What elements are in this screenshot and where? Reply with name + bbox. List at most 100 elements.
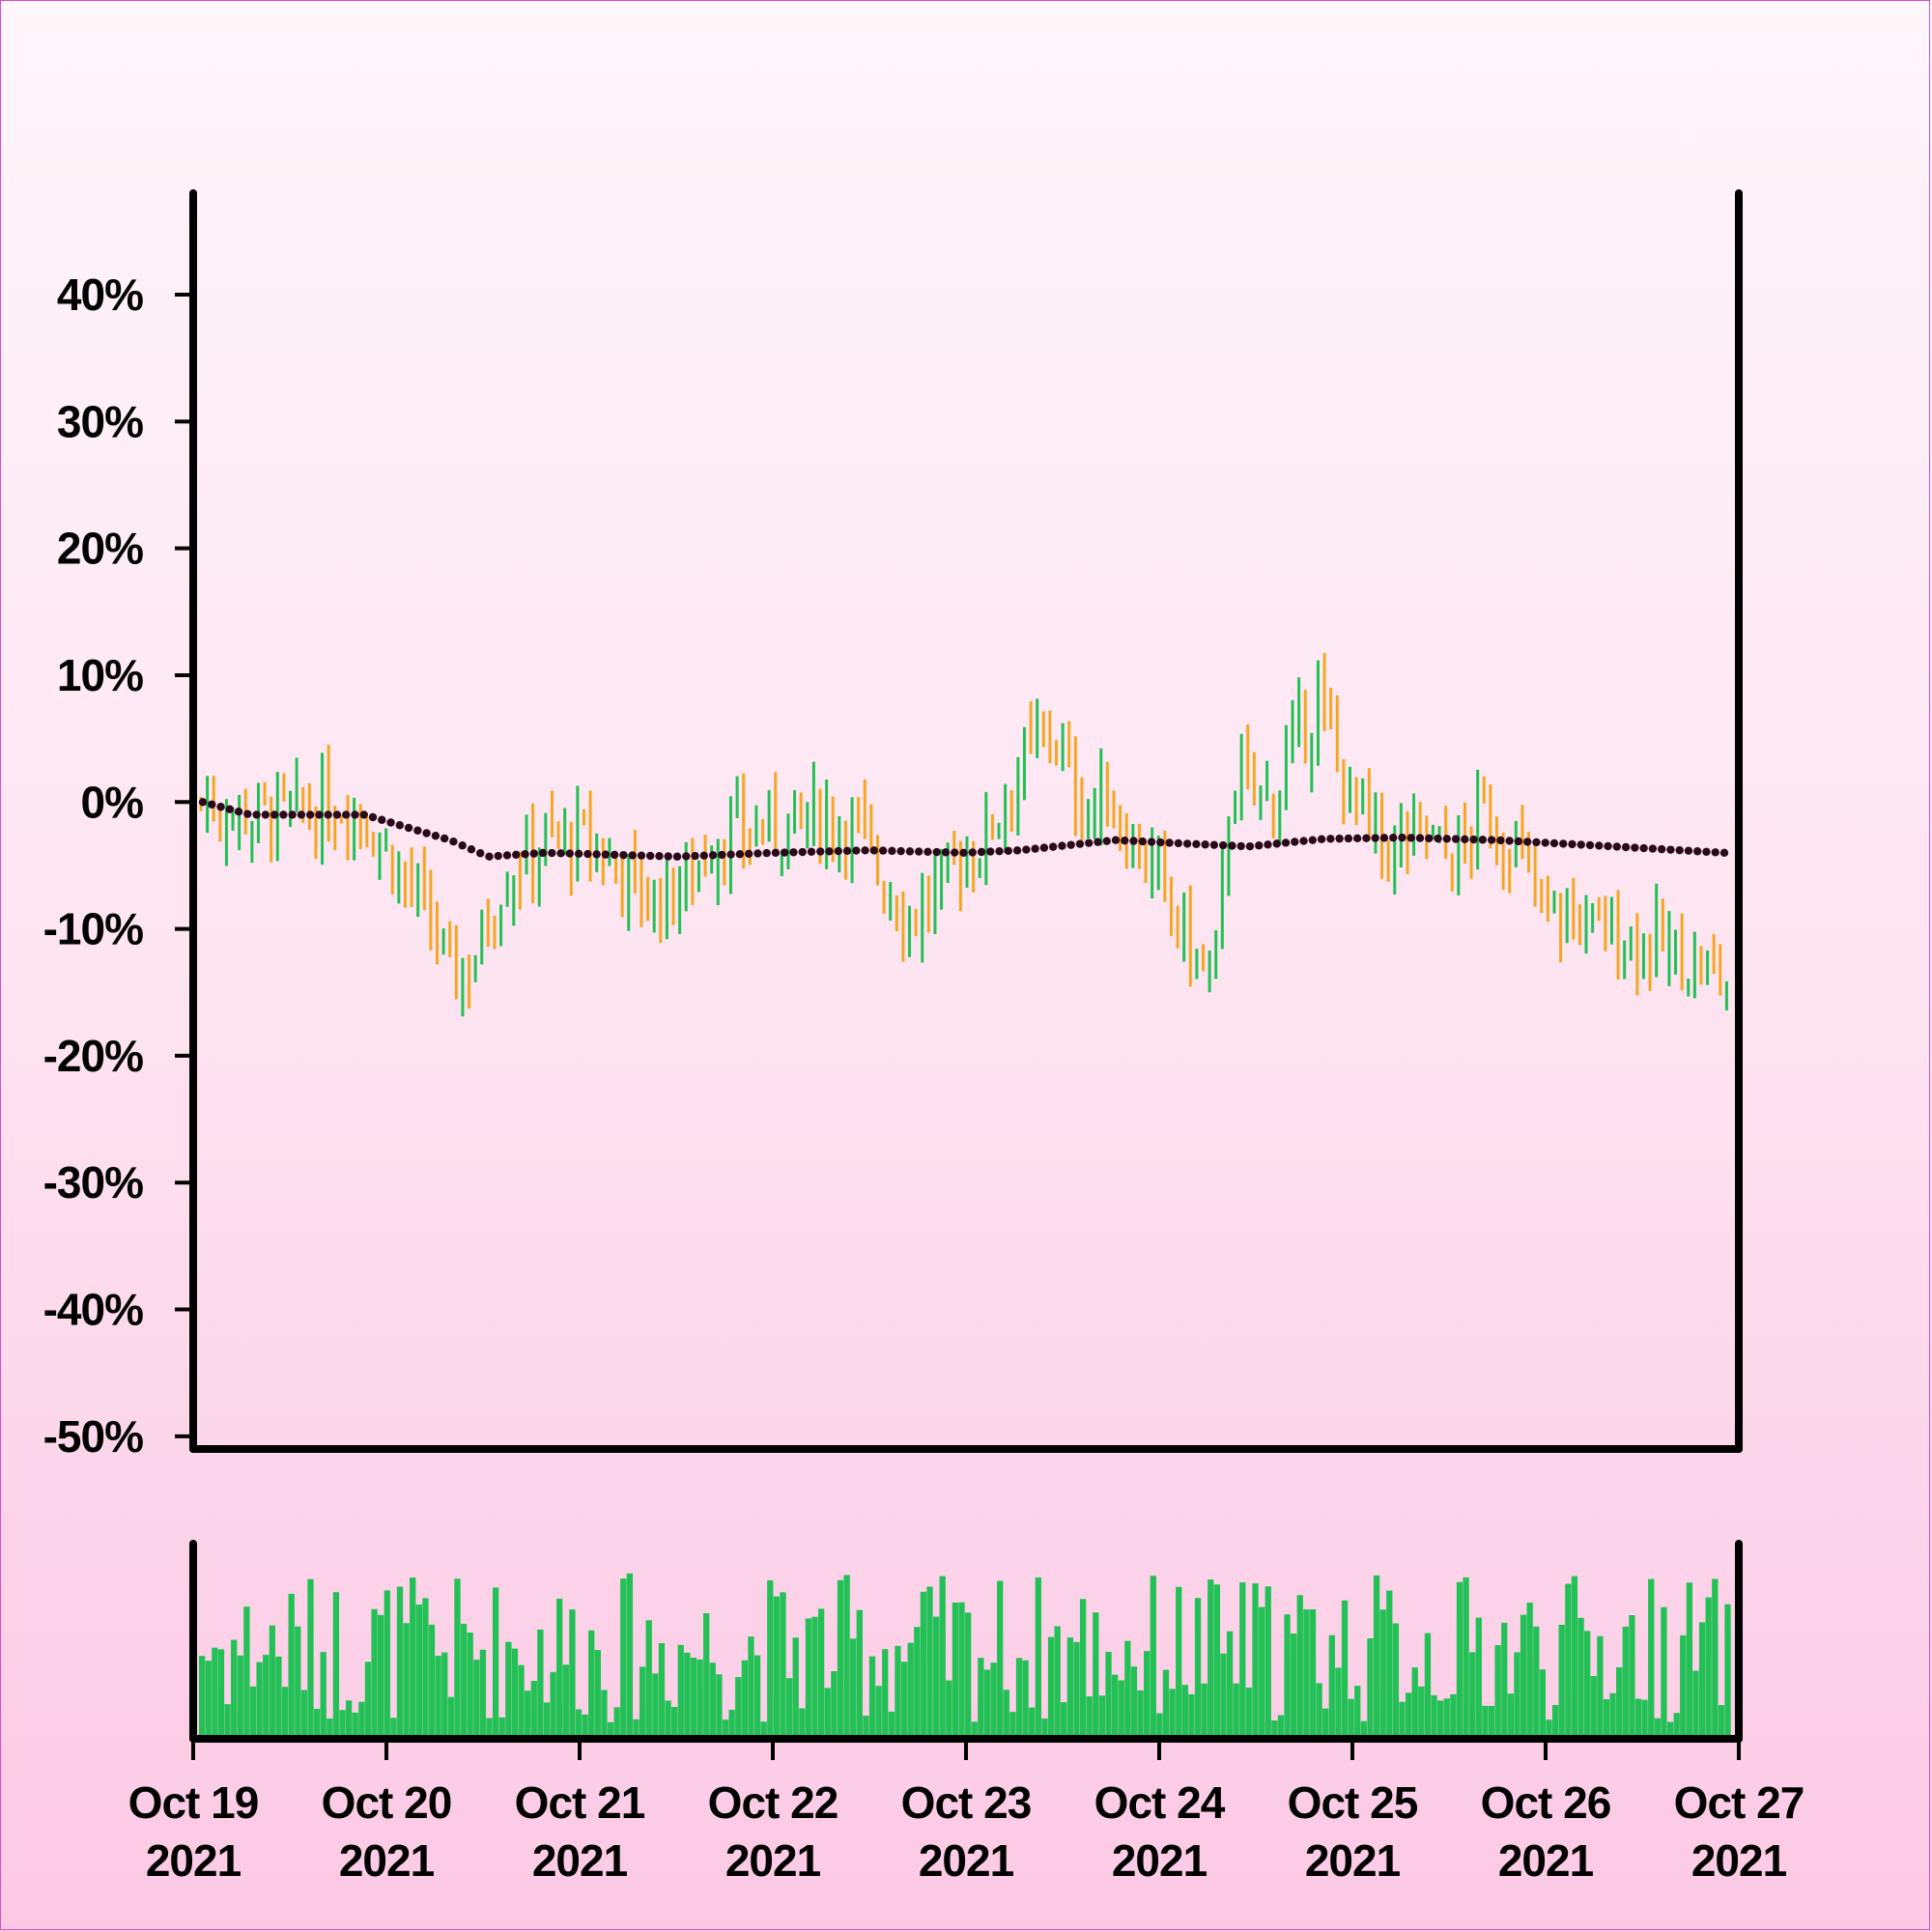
ma-point bbox=[583, 849, 592, 859]
ma-point bbox=[664, 852, 672, 861]
volume-bar bbox=[1003, 1690, 1009, 1739]
volume-bar bbox=[562, 1664, 569, 1739]
ma-point bbox=[1684, 846, 1693, 855]
volume-bar bbox=[1551, 1705, 1559, 1739]
ma-point bbox=[951, 848, 959, 857]
volume-bar bbox=[1475, 1617, 1482, 1739]
x-tick-label-date: Oct 22 bbox=[708, 1777, 838, 1828]
ma-point bbox=[735, 850, 745, 859]
volume-bar bbox=[231, 1639, 238, 1739]
ma-point bbox=[324, 810, 332, 819]
ma-point bbox=[1604, 841, 1612, 851]
volume-bar bbox=[441, 1652, 448, 1739]
ma-point bbox=[762, 848, 771, 858]
volume-bar bbox=[1035, 1577, 1041, 1739]
volume-bar bbox=[1144, 1651, 1151, 1739]
ma-point bbox=[1577, 840, 1585, 849]
y-tick-label: 40% bbox=[57, 270, 143, 320]
volume-bar bbox=[709, 1662, 716, 1739]
x-axis: Oct 19 2021 Oct 20 2021 Oct 21 2021 Oct 22 2021… bbox=[128, 1739, 1804, 1886]
volume-bar bbox=[1079, 1599, 1087, 1739]
ma-point bbox=[1012, 846, 1022, 855]
volume-bar bbox=[556, 1598, 563, 1739]
volume-bar bbox=[799, 1708, 806, 1739]
volume-bar bbox=[1061, 1702, 1067, 1739]
ma-point bbox=[619, 850, 628, 860]
volume-bar bbox=[358, 1701, 365, 1739]
volume-bar bbox=[1009, 1712, 1016, 1739]
volume-bar bbox=[1213, 1584, 1221, 1739]
y-tick-label: 30% bbox=[57, 396, 143, 446]
ma-point bbox=[995, 846, 1004, 856]
ma-point bbox=[699, 851, 709, 860]
volume-bar bbox=[492, 1587, 499, 1739]
volume-bar bbox=[1373, 1575, 1380, 1739]
volume-bar bbox=[1041, 1718, 1048, 1739]
ma-point bbox=[198, 798, 208, 807]
x-tick-label-date: Oct 24 bbox=[1094, 1777, 1226, 1828]
ma-point bbox=[1549, 838, 1559, 848]
ma-point bbox=[842, 846, 852, 855]
y-tick-label: -20% bbox=[43, 1031, 143, 1081]
ma-point bbox=[1362, 834, 1371, 842]
ma-point bbox=[1461, 835, 1469, 844]
volume-bar bbox=[1303, 1608, 1310, 1739]
volume-bar bbox=[965, 1612, 972, 1739]
volume-bar bbox=[1098, 1695, 1106, 1739]
ma-point bbox=[1415, 834, 1425, 842]
volume-bar bbox=[677, 1644, 684, 1739]
volume-bar bbox=[1533, 1626, 1540, 1739]
volume-bar bbox=[671, 1707, 678, 1739]
x-tick-label-date: Oct 25 bbox=[1288, 1777, 1418, 1828]
ma-point bbox=[1085, 838, 1094, 847]
ma-point bbox=[1102, 837, 1111, 845]
volume-bar bbox=[281, 1687, 289, 1739]
ma-point bbox=[1048, 842, 1058, 851]
x-tick-label-year: 2021 bbox=[339, 1835, 435, 1886]
volume-bar bbox=[320, 1652, 327, 1739]
volume-bar bbox=[958, 1602, 965, 1739]
volume-bar bbox=[888, 1711, 895, 1739]
ma-point bbox=[1505, 837, 1514, 845]
volume-bar bbox=[735, 1677, 742, 1739]
volume-bar bbox=[1469, 1652, 1476, 1739]
ma-point bbox=[502, 851, 512, 860]
volume-bar bbox=[1718, 1705, 1725, 1739]
ma-point bbox=[270, 810, 279, 819]
volume-bar bbox=[1539, 1669, 1547, 1739]
volume-bar bbox=[1348, 1698, 1354, 1739]
ma-point bbox=[252, 810, 261, 819]
y-tick-label: -40% bbox=[43, 1285, 143, 1335]
volume-bar bbox=[658, 1643, 666, 1739]
ma-point bbox=[1487, 836, 1496, 844]
volume-bar bbox=[300, 1690, 308, 1739]
volume-bar bbox=[467, 1633, 473, 1739]
volume-bar bbox=[652, 1673, 659, 1739]
x-tick-label-year: 2021 bbox=[146, 1835, 242, 1886]
ma-point bbox=[923, 847, 932, 857]
ma-point bbox=[485, 852, 494, 861]
volume-bar bbox=[1565, 1583, 1572, 1739]
volume-bar bbox=[805, 1618, 812, 1739]
volume-bar bbox=[384, 1590, 390, 1739]
volume-bar bbox=[199, 1656, 206, 1739]
ma-point bbox=[1398, 833, 1406, 842]
volume-bar bbox=[1392, 1623, 1400, 1739]
volume-bar bbox=[920, 1591, 927, 1739]
volume-bar bbox=[780, 1592, 786, 1739]
volume-bar bbox=[345, 1700, 353, 1739]
volume-series bbox=[199, 1573, 1731, 1739]
ma-point bbox=[1702, 847, 1711, 856]
ma-point bbox=[637, 851, 646, 860]
ma-point bbox=[1496, 836, 1505, 845]
ma-point bbox=[1218, 840, 1228, 850]
volume-bar bbox=[530, 1681, 537, 1739]
volume-bar bbox=[1692, 1670, 1699, 1739]
volume-bar bbox=[454, 1578, 461, 1739]
ma-point bbox=[1352, 834, 1362, 843]
volume-bar bbox=[1252, 1583, 1259, 1739]
ma-point bbox=[1317, 835, 1326, 843]
ma-point bbox=[395, 821, 405, 830]
volume-bar bbox=[696, 1659, 703, 1739]
volume-bar bbox=[932, 1616, 940, 1739]
